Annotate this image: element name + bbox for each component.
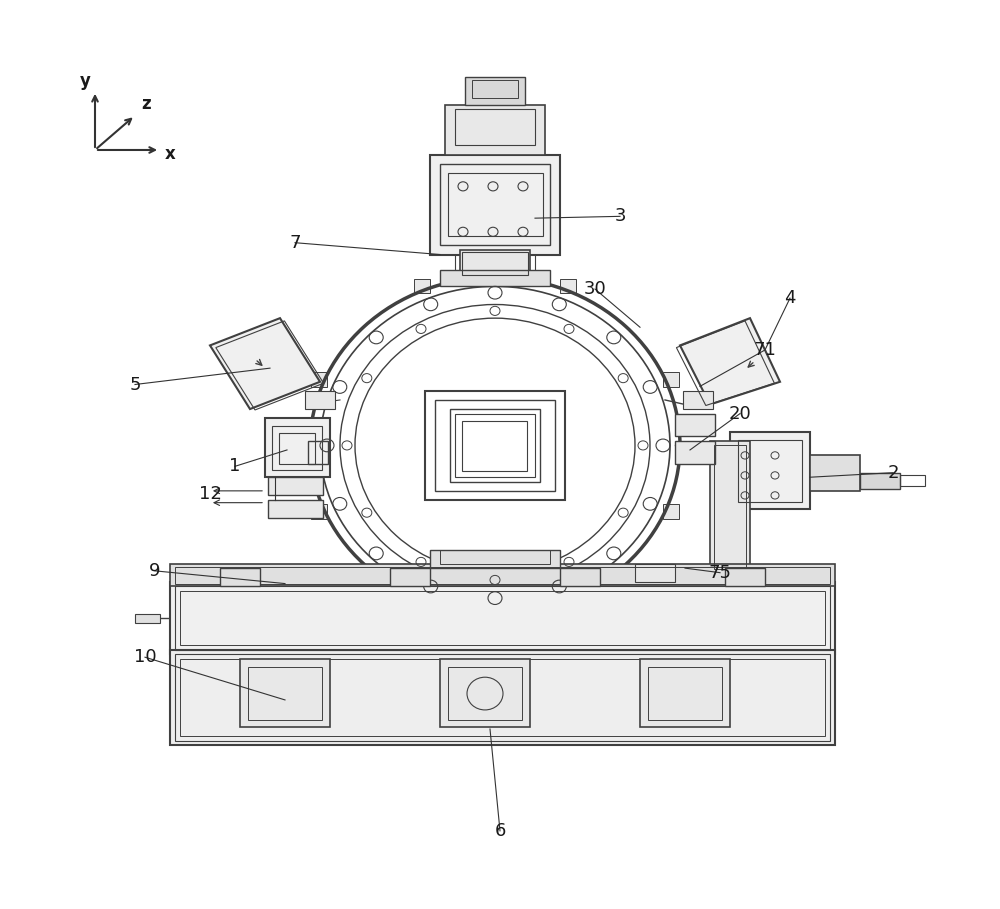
- Bar: [730, 432, 810, 509]
- Bar: [900, 475, 925, 486]
- Bar: [135, 614, 160, 623]
- Bar: [180, 591, 825, 645]
- Bar: [240, 659, 330, 727]
- Text: 3: 3: [614, 207, 626, 225]
- Bar: [170, 650, 835, 745]
- Text: 9: 9: [149, 562, 161, 580]
- Bar: [462, 252, 528, 275]
- Bar: [248, 667, 322, 720]
- Bar: [175, 567, 830, 584]
- Text: 4: 4: [784, 289, 796, 307]
- Bar: [440, 550, 550, 564]
- Bar: [170, 564, 835, 586]
- Bar: [180, 659, 825, 736]
- Text: 1: 1: [229, 457, 241, 475]
- Bar: [265, 418, 330, 477]
- Bar: [440, 270, 550, 286]
- Text: 71: 71: [754, 341, 776, 359]
- Bar: [311, 504, 327, 519]
- Bar: [460, 250, 530, 277]
- Text: 10: 10: [134, 648, 156, 666]
- Bar: [268, 500, 323, 518]
- Text: 2: 2: [887, 464, 899, 482]
- Bar: [448, 667, 522, 720]
- Bar: [175, 654, 830, 741]
- Polygon shape: [680, 318, 780, 405]
- Bar: [860, 473, 900, 489]
- Bar: [440, 164, 550, 245]
- Text: 20: 20: [729, 405, 751, 423]
- Bar: [683, 391, 713, 409]
- Bar: [272, 426, 322, 470]
- Bar: [430, 550, 560, 568]
- Bar: [268, 477, 323, 495]
- Bar: [430, 155, 560, 255]
- Bar: [414, 598, 430, 613]
- Bar: [738, 440, 802, 502]
- Bar: [675, 414, 715, 436]
- Bar: [675, 441, 715, 464]
- Bar: [725, 568, 765, 586]
- Bar: [640, 659, 730, 727]
- Bar: [635, 564, 675, 582]
- Text: 7: 7: [289, 234, 301, 252]
- Bar: [440, 659, 530, 727]
- Bar: [472, 80, 518, 98]
- Bar: [450, 409, 540, 482]
- Bar: [710, 441, 750, 573]
- Bar: [445, 105, 545, 155]
- Bar: [455, 414, 535, 477]
- Bar: [311, 372, 327, 386]
- Bar: [714, 445, 746, 569]
- Bar: [560, 598, 576, 613]
- Bar: [425, 391, 565, 500]
- Polygon shape: [210, 318, 320, 409]
- Bar: [560, 278, 576, 293]
- Bar: [663, 372, 679, 386]
- Text: 30: 30: [584, 280, 606, 298]
- Bar: [220, 568, 260, 586]
- Bar: [390, 568, 430, 586]
- Bar: [308, 441, 328, 464]
- Bar: [465, 77, 525, 105]
- Text: 6: 6: [494, 822, 506, 840]
- Bar: [810, 454, 860, 491]
- Text: y: y: [80, 73, 91, 90]
- Bar: [175, 586, 830, 650]
- Bar: [279, 433, 315, 464]
- Text: 12: 12: [199, 485, 221, 504]
- Text: x: x: [165, 145, 176, 163]
- Text: 75: 75: [708, 564, 732, 582]
- Text: z: z: [141, 95, 151, 113]
- Bar: [462, 421, 527, 471]
- Bar: [648, 667, 722, 720]
- Bar: [305, 391, 335, 409]
- Text: 5: 5: [129, 375, 141, 394]
- Bar: [414, 278, 430, 293]
- Bar: [455, 109, 535, 145]
- Bar: [170, 582, 835, 654]
- Bar: [435, 400, 555, 491]
- Bar: [448, 173, 543, 236]
- Bar: [560, 568, 600, 586]
- Bar: [663, 504, 679, 519]
